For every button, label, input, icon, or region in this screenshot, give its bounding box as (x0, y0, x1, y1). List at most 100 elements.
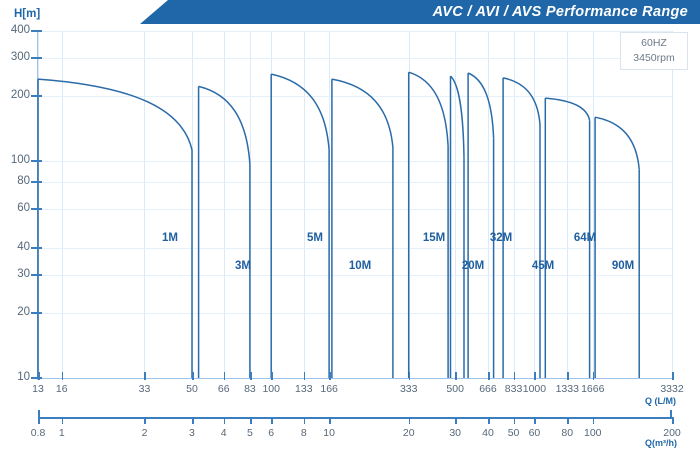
grid-line-vertical (487, 31, 489, 378)
grid-line-vertical (672, 31, 673, 378)
y-tick-label: 10 (17, 371, 30, 383)
y-tick-mark (31, 311, 42, 314)
y-tick-mark (31, 57, 42, 60)
x2-tick-mark (191, 417, 194, 424)
y-tick-mark (31, 273, 42, 276)
grid-line-horizontal (38, 96, 672, 98)
y-axis-line (37, 31, 39, 380)
x-tick-label-lpm: 1000 (522, 383, 547, 395)
x-tick-label-m3h: 2 (141, 427, 148, 439)
region-label-20m: 20M (461, 260, 485, 272)
x2-tick-mark (249, 417, 252, 424)
x-tick-mark (249, 372, 252, 380)
x-tick-label-lpm: 33 (138, 383, 151, 395)
x-tick-label-lpm: 100 (262, 383, 280, 395)
region-label-3m: 3M (235, 260, 251, 272)
x-tick-label-lpm: 833 (504, 383, 523, 395)
secondary-axis-cap-right (670, 410, 672, 419)
x-tick-label-m3h: 30 (449, 427, 462, 439)
region-label-64m: 64M (573, 232, 597, 244)
x-tick-label-lpm: 133 (295, 383, 313, 395)
y-tick-mark (31, 208, 42, 211)
x-tick-label-lpm: 500 (446, 383, 464, 395)
x2-tick-mark (38, 417, 40, 424)
y-tick-label: 30 (17, 267, 30, 280)
x-tick-mark (513, 372, 516, 380)
y-tick-label: 200 (10, 89, 30, 102)
x-tick-mark (191, 372, 194, 380)
x-tick-label-m3h: 20 (402, 427, 415, 439)
x-tick-label-m3h: 60 (528, 427, 541, 439)
y-tick-mark (31, 95, 42, 98)
banner-notch-shape (140, 0, 168, 24)
x-axis-title-m3h: Q(m³/h) (645, 438, 677, 448)
x-tick-label-m3h: 100 (584, 427, 602, 439)
grid-line-horizontal (38, 312, 672, 314)
y-tick-label: 300 (10, 51, 30, 64)
region-label-15m: 15M (422, 232, 446, 244)
x-tick-label-lpm: 16 (55, 383, 68, 395)
x-tick-label-m3h: 6 (268, 427, 275, 439)
grid-line-horizontal (38, 182, 672, 184)
x-tick-mark (303, 372, 306, 380)
y-tick-label: 40 (17, 240, 30, 253)
x-tick-label-lpm: 13 (32, 383, 44, 395)
x2-tick-mark (534, 417, 536, 424)
y-tick-mark (31, 246, 42, 249)
banner-title: AVC / AVI / AVS Performance Range (432, 4, 688, 20)
grid-line-vertical (455, 31, 457, 378)
x-tick-label-m3h: 10 (323, 427, 335, 439)
x-tick-mark (38, 372, 40, 380)
x-tick-mark (223, 372, 226, 380)
region-label-32m: 32M (489, 232, 513, 244)
x-tick-label-m3h: 200 (663, 427, 681, 439)
grid-line-horizontal (38, 161, 672, 163)
x-tick-label-lpm: 1333 (555, 383, 579, 395)
grid-line-vertical (61, 31, 63, 378)
x-tick-label-m3h: 80 (561, 427, 574, 439)
y-tick-label: 20 (17, 305, 30, 318)
y-tick-label: 60 (17, 202, 30, 215)
x2-tick-mark (303, 417, 306, 424)
x2-tick-mark (487, 417, 490, 424)
x-tick-mark (144, 372, 147, 380)
x2-tick-mark (513, 417, 516, 424)
x2-tick-mark (672, 417, 674, 424)
grid-line-vertical (223, 31, 225, 378)
x-tick-mark (329, 372, 331, 380)
region-label-90m: 90M (611, 260, 635, 272)
x-tick-label-lpm: 166 (320, 383, 338, 395)
x-tick-mark (455, 372, 457, 380)
x-tick-mark (61, 372, 64, 380)
x-tick-label-lpm: 666 (479, 383, 497, 395)
grid-line-vertical (303, 31, 305, 378)
x2-tick-mark (408, 417, 411, 424)
x2-tick-mark (144, 417, 147, 424)
x-axis-line (37, 378, 672, 380)
frequency-value: 60HZ (641, 37, 667, 49)
x-tick-label-m3h: 8 (300, 427, 307, 439)
secondary-axis-line (38, 417, 672, 419)
x-tick-label-m3h: 1 (58, 427, 65, 439)
grid-line-vertical (567, 31, 569, 378)
x-tick-label-lpm: 1666 (581, 383, 605, 395)
grid-line-horizontal (38, 58, 672, 60)
grid-line-vertical (408, 31, 410, 378)
x-tick-label-m3h: 4 (220, 427, 227, 439)
x-tick-mark (487, 372, 490, 380)
x-axis-title-lpm: Q (L/M) (645, 396, 676, 406)
x-tick-label-lpm: 333 (399, 383, 418, 395)
x-tick-mark (567, 372, 569, 380)
y-tick-label: 100 (10, 154, 30, 167)
grid-line-horizontal (38, 247, 672, 249)
x-tick-label-m3h: 3 (189, 427, 195, 439)
grid-line-vertical (249, 31, 251, 378)
x2-tick-mark (592, 417, 595, 424)
x-tick-mark (271, 372, 273, 380)
y-tick-mark (31, 160, 42, 163)
x-tick-mark (592, 372, 595, 380)
grid-line-vertical (534, 31, 536, 378)
x-tick-mark (672, 372, 674, 380)
region-label-45m: 45M (531, 260, 555, 272)
grid-line-vertical (592, 31, 594, 378)
